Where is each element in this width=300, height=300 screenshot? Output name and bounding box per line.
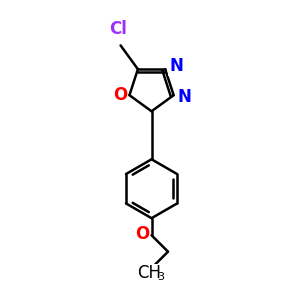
Text: O: O — [135, 225, 149, 243]
Text: N: N — [178, 88, 191, 106]
Text: 3: 3 — [157, 272, 164, 282]
Text: N: N — [169, 57, 183, 75]
Text: O: O — [113, 86, 127, 104]
Text: CH: CH — [137, 264, 161, 282]
Text: Cl: Cl — [110, 20, 127, 38]
